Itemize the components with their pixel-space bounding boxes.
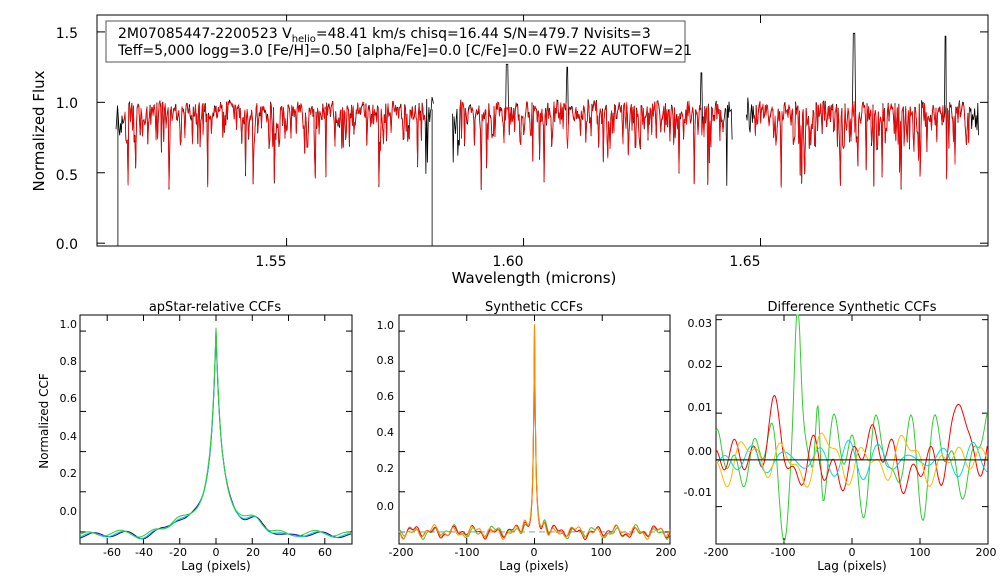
spectrum-series — [115, 32, 979, 246]
difference-ccf-xtick-200: 200 — [976, 546, 997, 559]
synthetic-ccf-line-visit-3 — [398, 324, 671, 540]
spectrum-ytick-1.0: 1.0 — [56, 96, 78, 112]
info-line-2: Teff=5,000 logg=3.0 [Fe/H]=0.50 [alpha/F… — [117, 43, 692, 59]
synthetic-ccf-ytick-0.4: 0.4 — [377, 426, 395, 439]
synthetic-ccf-ytick-1.0: 1.0 — [377, 319, 395, 332]
difference-ccf-xtick-100: 100 — [910, 546, 931, 559]
synthetic-ccf-xtick--200: -200 — [389, 546, 414, 559]
apstar-ccf-tick-marks — [80, 315, 352, 544]
synthetic-ccf-panel: Synthetic CCFs 0.0 0.2 0.4 0.6 0.8 1.0 -… — [377, 300, 677, 573]
apstar-ccf-ytick-0.8: 0.8 — [60, 355, 78, 368]
synthetic-ccf-xtick-200: 200 — [656, 546, 677, 559]
info-line-1-end: =48.41 km/s chisq=16.44 S/N=479.7 Nvisit… — [316, 26, 651, 42]
apstar-ccf-xtick-0: 0 — [213, 546, 220, 559]
spectrum-ytick-1.5: 1.5 — [56, 26, 78, 42]
synthetic-ccf-ytick-0.0: 0.0 — [377, 500, 395, 513]
synthetic-ccf-xtick--100: -100 — [455, 546, 480, 559]
synthetic-ccf-title: Synthetic CCFs — [485, 300, 583, 315]
difference-ccf-line-visit-1 — [715, 314, 988, 543]
difference-ccf-line-visit-3 — [715, 439, 988, 481]
synthetic-ccf-xtick-100: 100 — [591, 546, 612, 559]
apstar-ccf-series — [79, 327, 353, 540]
apstar-ccf-frame — [79, 314, 353, 545]
info-box: 2M07085447-2200523 Vhelio=48.41 km/s chi… — [105, 20, 692, 63]
apstar-ccf-ylabel: Normalized CCF — [37, 373, 51, 469]
info-line-1: 2M07085447-2200523 Vhelio=48.41 km/s chi… — [118, 26, 651, 45]
difference-ccf-ytick-0.01: 0.01 — [688, 401, 713, 414]
synthetic-ccf-xlabel: Lag (pixels) — [499, 559, 569, 573]
difference-ccf-panel: Difference Synthetic CCFs -0.01 0.00 0.0… — [684, 300, 997, 573]
info-box-border — [105, 20, 686, 63]
apstar-ccf-xtick--60: -60 — [103, 546, 121, 559]
difference-ccf-ytick--0.01: -0.01 — [684, 486, 712, 499]
spectrum-xtick-1.55: 1.55 — [255, 254, 286, 270]
apstar-ccf-line-visit-2 — [79, 329, 353, 540]
apstar-ccf-xtick-40: 40 — [282, 546, 296, 559]
apstar-ccf-title: apStar-relative CCFs — [149, 300, 282, 315]
apstar-ccf-xtick--20: -20 — [169, 546, 187, 559]
difference-ccf-series — [715, 314, 988, 543]
apstar-ccf-xtick--40: -40 — [135, 546, 153, 559]
difference-ccf-line-visit-2 — [715, 394, 988, 495]
apstar-ccf-ytick-0.2: 0.2 — [60, 467, 78, 480]
apstar-ccf-xtick-60: 60 — [318, 546, 332, 559]
apstar-ccf-ytick-0.0: 0.0 — [60, 505, 78, 518]
apstar-ccf-panel: apStar-relative CCFs 0.0 0.2 0.4 0.6 0.8… — [37, 300, 353, 573]
difference-ccf-ytick-0.03: 0.03 — [688, 317, 713, 330]
spectrum-xlabel: Wavelength (microns) — [452, 269, 617, 287]
synthetic-ccf-ytick-0.2: 0.2 — [377, 462, 395, 475]
difference-ccf-xtick--200: -200 — [704, 546, 729, 559]
synthetic-ccf-series — [398, 324, 671, 541]
synthetic-spectrum-line — [123, 99, 971, 189]
spectrum-xtick-1.65: 1.65 — [729, 254, 760, 270]
spectrum-ytick-0.5: 0.5 — [56, 168, 78, 184]
spectrum-panel: 0.0 0.5 1.0 1.5 1.55 1.60 1.65 Wavelengt… — [30, 14, 989, 287]
spectrum-xtick-1.60: 1.60 — [492, 254, 523, 270]
difference-ccf-frame — [715, 314, 989, 545]
difference-ccf-xtick--100: -100 — [771, 546, 796, 559]
difference-ccf-xtick-0: 0 — [849, 546, 856, 559]
apstar-ccf-line-visit-1 — [79, 331, 353, 540]
synthetic-ccf-ytick-0.6: 0.6 — [377, 390, 395, 403]
difference-ccf-ytick-0.00: 0.00 — [688, 445, 713, 458]
difference-ccf-xlabel: Lag (pixels) — [817, 559, 887, 573]
difference-ccf-title: Difference Synthetic CCFs — [767, 300, 936, 315]
apstar-ccf-line-visit-3 — [79, 327, 353, 538]
difference-ccf-ytick-0.02: 0.02 — [688, 358, 713, 371]
spectrum-ylabel: Normalized Flux — [30, 70, 48, 191]
apstar-ccf-ytick-0.4: 0.4 — [60, 430, 78, 443]
info-line-1-start: 2M07085447-2200523 V — [118, 26, 292, 42]
synthetic-ccf-xtick-0: 0 — [531, 546, 538, 559]
info-line-1-subscript: helio — [292, 34, 316, 45]
apstar-ccf-ytick-0.6: 0.6 — [60, 392, 78, 405]
difference-ccf-tick-marks — [715, 315, 989, 544]
apstar-ccf-xlabel: Lag (pixels) — [181, 559, 251, 573]
apstar-ccf-ytick-1.0: 1.0 — [60, 318, 78, 331]
spectrum-plot-frame — [96, 14, 989, 247]
apstar-ccf-xtick-20: 20 — [246, 546, 260, 559]
synthetic-ccf-ytick-0.8: 0.8 — [377, 354, 395, 367]
spectrum-ytick-0.0: 0.0 — [56, 237, 78, 253]
